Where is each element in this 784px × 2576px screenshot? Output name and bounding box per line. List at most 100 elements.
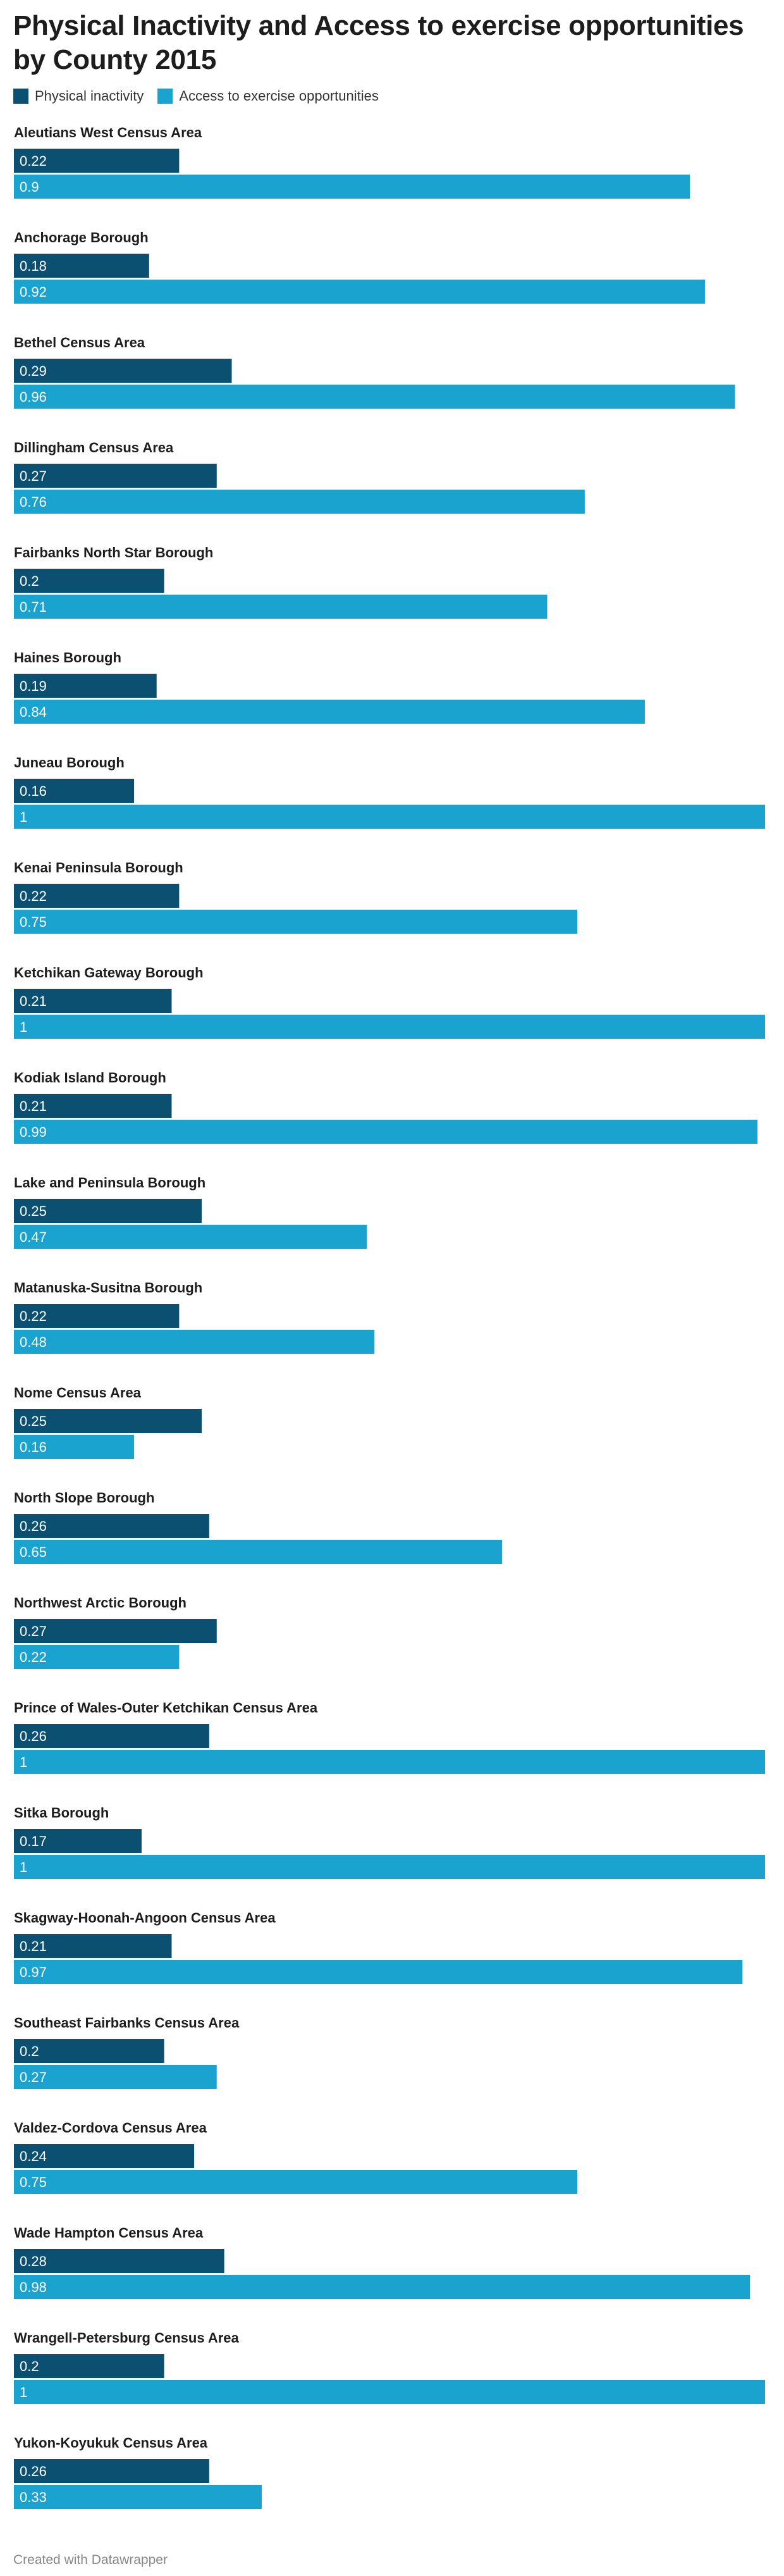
bar-physical-inactivity-lake-and-peninsula-borough	[14, 1199, 202, 1223]
bar-access-to-exercise-opportunities-matanuska-susitna-borough	[14, 1330, 375, 1354]
value-label-physical-inactivity-ketchikan-gateway-borough: 0.21	[20, 993, 47, 1009]
value-label-access-to-exercise-opportunities-skagway-hoonah-angoon-census-area: 0.97	[20, 1964, 47, 1980]
value-label-access-to-exercise-opportunities-fairbanks-north-star-borough: 0.71	[20, 599, 47, 615]
value-label-access-to-exercise-opportunities-juneau-borough: 1	[20, 809, 27, 825]
category-label-ketchikan-gateway-borough: Ketchikan Gateway Borough	[14, 965, 204, 981]
category-label-lake-and-peninsula-borough: Lake and Peninsula Borough	[14, 1175, 205, 1191]
bar-access-to-exercise-opportunities-valdez-cordova-census-area	[14, 2170, 577, 2194]
value-label-access-to-exercise-opportunities-aleutians-west-census-area: 0.9	[20, 179, 39, 195]
category-label-bethel-census-area: Bethel Census Area	[14, 335, 145, 350]
bar-physical-inactivity-matanuska-susitna-borough	[14, 1304, 180, 1328]
bar-access-to-exercise-opportunities-ketchikan-gateway-borough	[14, 1015, 765, 1039]
value-label-physical-inactivity-prince-of-wales-outer-ketchikan-census-area: 0.26	[20, 1728, 47, 1744]
bar-physical-inactivity-north-slope-borough	[14, 1514, 209, 1538]
value-label-access-to-exercise-opportunities-kenai-peninsula-borough: 0.75	[20, 914, 47, 930]
value-label-access-to-exercise-opportunities-valdez-cordova-census-area: 0.75	[20, 2174, 47, 2190]
value-label-access-to-exercise-opportunities-dillingham-census-area: 0.76	[20, 494, 47, 510]
bar-physical-inactivity-kodiak-island-borough	[14, 1094, 172, 1118]
bar-physical-inactivity-sitka-borough	[14, 1829, 142, 1853]
bar-access-to-exercise-opportunities-aleutians-west-census-area	[14, 175, 690, 199]
bar-access-to-exercise-opportunities-yukon-koyukuk-census-area	[14, 2485, 262, 2509]
value-label-physical-inactivity-aleutians-west-census-area: 0.22	[20, 153, 47, 169]
category-label-north-slope-borough: North Slope Borough	[14, 1490, 154, 1506]
bar-access-to-exercise-opportunities-fairbanks-north-star-borough	[14, 595, 548, 619]
bar-physical-inactivity-kenai-peninsula-borough	[14, 884, 180, 908]
category-label-skagway-hoonah-angoon-census-area: Skagway-Hoonah-Angoon Census Area	[14, 1910, 276, 1926]
category-label-nome-census-area: Nome Census Area	[14, 1385, 142, 1401]
category-label-wade-hampton-census-area: Wade Hampton Census Area	[14, 2225, 204, 2241]
category-label-juneau-borough: Juneau Borough	[14, 755, 125, 771]
legend-item-access-to-exercise: Access to exercise opportunities	[157, 88, 379, 104]
value-label-access-to-exercise-opportunities-southeast-fairbanks-census-area: 0.27	[20, 2069, 47, 2085]
value-label-access-to-exercise-opportunities-anchorage-borough: 0.92	[20, 284, 47, 300]
value-label-access-to-exercise-opportunities-nome-census-area: 0.16	[20, 1439, 47, 1455]
category-label-fairbanks-north-star-borough: Fairbanks North Star Borough	[14, 545, 213, 560]
legend-item-physical-inactivity: Physical inactivity	[13, 88, 144, 104]
category-label-dillingham-census-area: Dillingham Census Area	[14, 440, 174, 455]
category-label-kenai-peninsula-borough: Kenai Peninsula Borough	[14, 860, 183, 876]
value-label-physical-inactivity-kenai-peninsula-borough: 0.22	[20, 888, 47, 904]
bar-physical-inactivity-juneau-borough	[14, 779, 135, 803]
bar-physical-inactivity-wade-hampton-census-area	[14, 2249, 224, 2273]
value-label-physical-inactivity-valdez-cordova-census-area: 0.24	[20, 2148, 47, 2164]
category-label-yukon-koyukuk-census-area: Yukon-Koyukuk Census Area	[14, 2435, 208, 2451]
value-label-physical-inactivity-nome-census-area: 0.25	[20, 1413, 47, 1429]
bar-physical-inactivity-bethel-census-area	[14, 359, 232, 383]
category-label-prince-of-wales-outer-ketchikan-census-area: Prince of Wales-Outer Ketchikan Census A…	[14, 1700, 318, 1716]
bar-access-to-exercise-opportunities-prince-of-wales-outer-ketchikan-census-area	[14, 1750, 765, 1774]
category-label-matanuska-susitna-borough: Matanuska-Susitna Borough	[14, 1280, 202, 1296]
category-label-valdez-cordova-census-area: Valdez-Cordova Census Area	[14, 2120, 207, 2136]
value-label-physical-inactivity-lake-and-peninsula-borough: 0.25	[20, 1203, 47, 1219]
value-label-physical-inactivity-haines-borough: 0.19	[20, 678, 47, 694]
value-label-access-to-exercise-opportunities-northwest-arctic-borough: 0.22	[20, 1649, 47, 1665]
category-label-wrangell-petersburg-census-area: Wrangell-Petersburg Census Area	[14, 2330, 240, 2346]
bar-access-to-exercise-opportunities-dillingham-census-area	[14, 490, 585, 514]
bar-physical-inactivity-wrangell-petersburg-census-area	[14, 2354, 164, 2378]
category-label-southeast-fairbanks-census-area: Southeast Fairbanks Census Area	[14, 2015, 240, 2031]
bar-access-to-exercise-opportunities-southeast-fairbanks-census-area	[14, 2065, 217, 2089]
footer-credit: Created with Datawrapper	[13, 2553, 168, 2567]
category-label-kodiak-island-borough: Kodiak Island Borough	[14, 1070, 166, 1086]
bar-access-to-exercise-opportunities-wrangell-petersburg-census-area	[14, 2380, 765, 2404]
category-label-anchorage-borough: Anchorage Borough	[14, 230, 149, 245]
bar-access-to-exercise-opportunities-anchorage-borough	[14, 280, 705, 304]
bar-access-to-exercise-opportunities-sitka-borough	[14, 1855, 765, 1879]
value-label-physical-inactivity-bethel-census-area: 0.29	[20, 363, 47, 379]
legend-swatch-access-to-exercise	[157, 89, 173, 104]
value-label-physical-inactivity-wrangell-petersburg-census-area: 0.2	[20, 2358, 39, 2374]
bar-physical-inactivity-valdez-cordova-census-area	[14, 2144, 195, 2168]
bar-access-to-exercise-opportunities-haines-borough	[14, 700, 645, 724]
category-label-haines-borough: Haines Borough	[14, 650, 121, 666]
value-label-physical-inactivity-anchorage-borough: 0.18	[20, 258, 47, 274]
bar-physical-inactivity-dillingham-census-area	[14, 464, 217, 488]
bar-access-to-exercise-opportunities-north-slope-borough	[14, 1540, 503, 1564]
value-label-physical-inactivity-yukon-koyukuk-census-area: 0.26	[20, 2463, 47, 2479]
bar-physical-inactivity-ketchikan-gateway-borough	[14, 989, 172, 1013]
legend: Physical inactivity Access to exercise o…	[13, 88, 379, 104]
value-label-physical-inactivity-sitka-borough: 0.17	[20, 1833, 47, 1849]
value-label-access-to-exercise-opportunities-prince-of-wales-outer-ketchikan-census-area: 1	[20, 1754, 27, 1770]
value-label-access-to-exercise-opportunities-wade-hampton-census-area: 0.98	[20, 2279, 47, 2295]
bar-physical-inactivity-prince-of-wales-outer-ketchikan-census-area	[14, 1724, 209, 1748]
bar-physical-inactivity-fairbanks-north-star-borough	[14, 569, 164, 593]
value-label-access-to-exercise-opportunities-kodiak-island-borough: 0.99	[20, 1124, 47, 1140]
bar-access-to-exercise-opportunities-lake-and-peninsula-borough	[14, 1225, 367, 1249]
legend-swatch-physical-inactivity	[13, 89, 28, 104]
value-label-physical-inactivity-fairbanks-north-star-borough: 0.2	[20, 573, 39, 589]
value-label-access-to-exercise-opportunities-wrangell-petersburg-census-area: 1	[20, 2384, 27, 2400]
value-label-physical-inactivity-skagway-hoonah-angoon-census-area: 0.21	[20, 1938, 47, 1954]
bar-access-to-exercise-opportunities-nome-census-area	[14, 1435, 135, 1459]
bar-access-to-exercise-opportunities-skagway-hoonah-angoon-census-area	[14, 1960, 743, 1984]
bar-physical-inactivity-aleutians-west-census-area	[14, 149, 180, 173]
value-label-physical-inactivity-matanuska-susitna-borough: 0.22	[20, 1308, 47, 1324]
value-label-access-to-exercise-opportunities-lake-and-peninsula-borough: 0.47	[20, 1229, 47, 1245]
value-label-access-to-exercise-opportunities-sitka-borough: 1	[20, 1859, 27, 1875]
value-label-access-to-exercise-opportunities-matanuska-susitna-borough: 0.48	[20, 1334, 47, 1350]
legend-label-access-to-exercise: Access to exercise opportunities	[179, 88, 379, 104]
category-label-northwest-arctic-borough: Northwest Arctic Borough	[14, 1595, 187, 1611]
value-label-physical-inactivity-southeast-fairbanks-census-area: 0.2	[20, 2043, 39, 2059]
category-label-aleutians-west-census-area: Aleutians West Census Area	[14, 125, 202, 140]
value-label-access-to-exercise-opportunities-haines-borough: 0.84	[20, 704, 47, 720]
